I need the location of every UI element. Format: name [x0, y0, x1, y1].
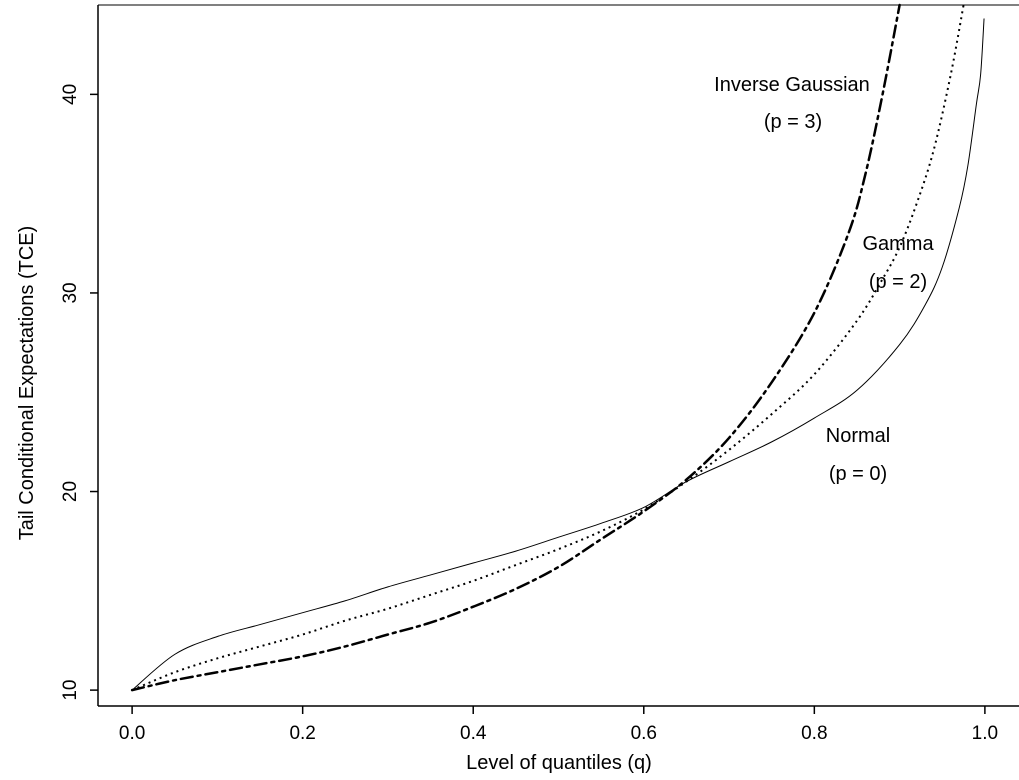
y-tick-label: 20	[60, 481, 81, 502]
series-line-gamma	[131, 4, 965, 692]
annotation-normal-param: (p = 0)	[829, 463, 887, 485]
annotation-normal-name: Normal	[826, 425, 890, 447]
x-axis-ticks: 0.0 0.2 0.4 0.6 0.8 1.0	[119, 706, 998, 744]
y-tick-label: 10	[60, 680, 81, 701]
x-tick-label: 0.4	[460, 723, 487, 744]
x-tick-label: 0.6	[631, 723, 657, 744]
y-tick-label: 40	[60, 84, 81, 105]
y-axis-ticks: 10 20 30 40	[60, 84, 98, 701]
y-axis-title: Tail Conditional Expectations (TCE)	[16, 226, 38, 541]
x-tick-label: 0.8	[801, 723, 827, 744]
annotation-gamma-name: Gamma	[862, 233, 934, 255]
y-tick-label: 30	[60, 282, 81, 303]
series-line-normal	[131, 18, 985, 691]
x-tick-label: 1.0	[972, 723, 998, 744]
x-axis-title: Level of quantiles (q)	[466, 752, 652, 774]
x-tick-label: 0.0	[119, 723, 145, 744]
annotation-inverse-gaussian-param: (p = 3)	[764, 111, 822, 133]
series-lines	[130, 3, 985, 692]
x-tick-label: 0.2	[289, 723, 315, 744]
series-line-inverse-gaussian	[130, 3, 901, 692]
annotation-inverse-gaussian-name: Inverse Gaussian	[714, 74, 870, 96]
annotation-gamma-param: (p = 2)	[869, 271, 927, 293]
